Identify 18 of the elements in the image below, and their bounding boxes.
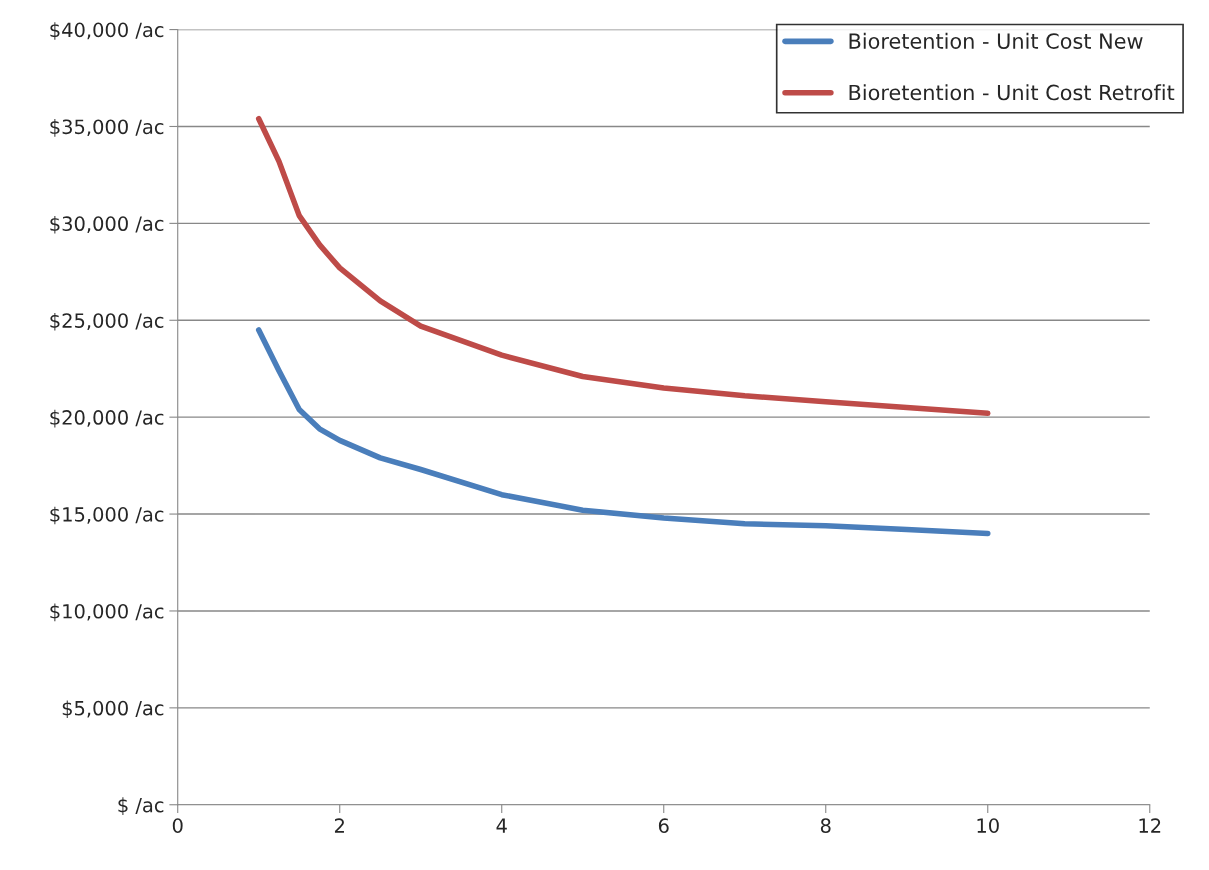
y-tick-label: $30,000 /ac xyxy=(50,215,164,234)
y-tick-label: $25,000 /ac xyxy=(50,312,164,331)
x-tick-label: 10 xyxy=(977,818,999,833)
y-tick-label: $35,000 /ac xyxy=(50,119,164,137)
x-tick-label: 2 xyxy=(334,818,344,833)
x-tick-label: 12 xyxy=(1139,818,1161,833)
y-tick-label: $40,000 /ac xyxy=(50,22,164,40)
x-tick-label: 8 xyxy=(820,818,831,833)
y-tick-label: $20,000 /ac xyxy=(50,409,164,428)
x-tick-label: 4 xyxy=(496,818,507,833)
y-tick-label: $ /ac xyxy=(118,797,164,815)
x-tick-label: 6 xyxy=(658,818,669,833)
x-tick-label: 0 xyxy=(172,818,183,833)
y-tick-label: $10,000 /ac xyxy=(50,603,164,622)
legend-label: Bioretention - Unit Cost New xyxy=(849,32,1143,49)
y-tick-label: $15,000 /ac xyxy=(50,506,164,525)
y-tick-label: $5,000 /ac xyxy=(62,700,164,719)
legend-label: Bioretention - Unit Cost Retrofit xyxy=(849,84,1175,101)
